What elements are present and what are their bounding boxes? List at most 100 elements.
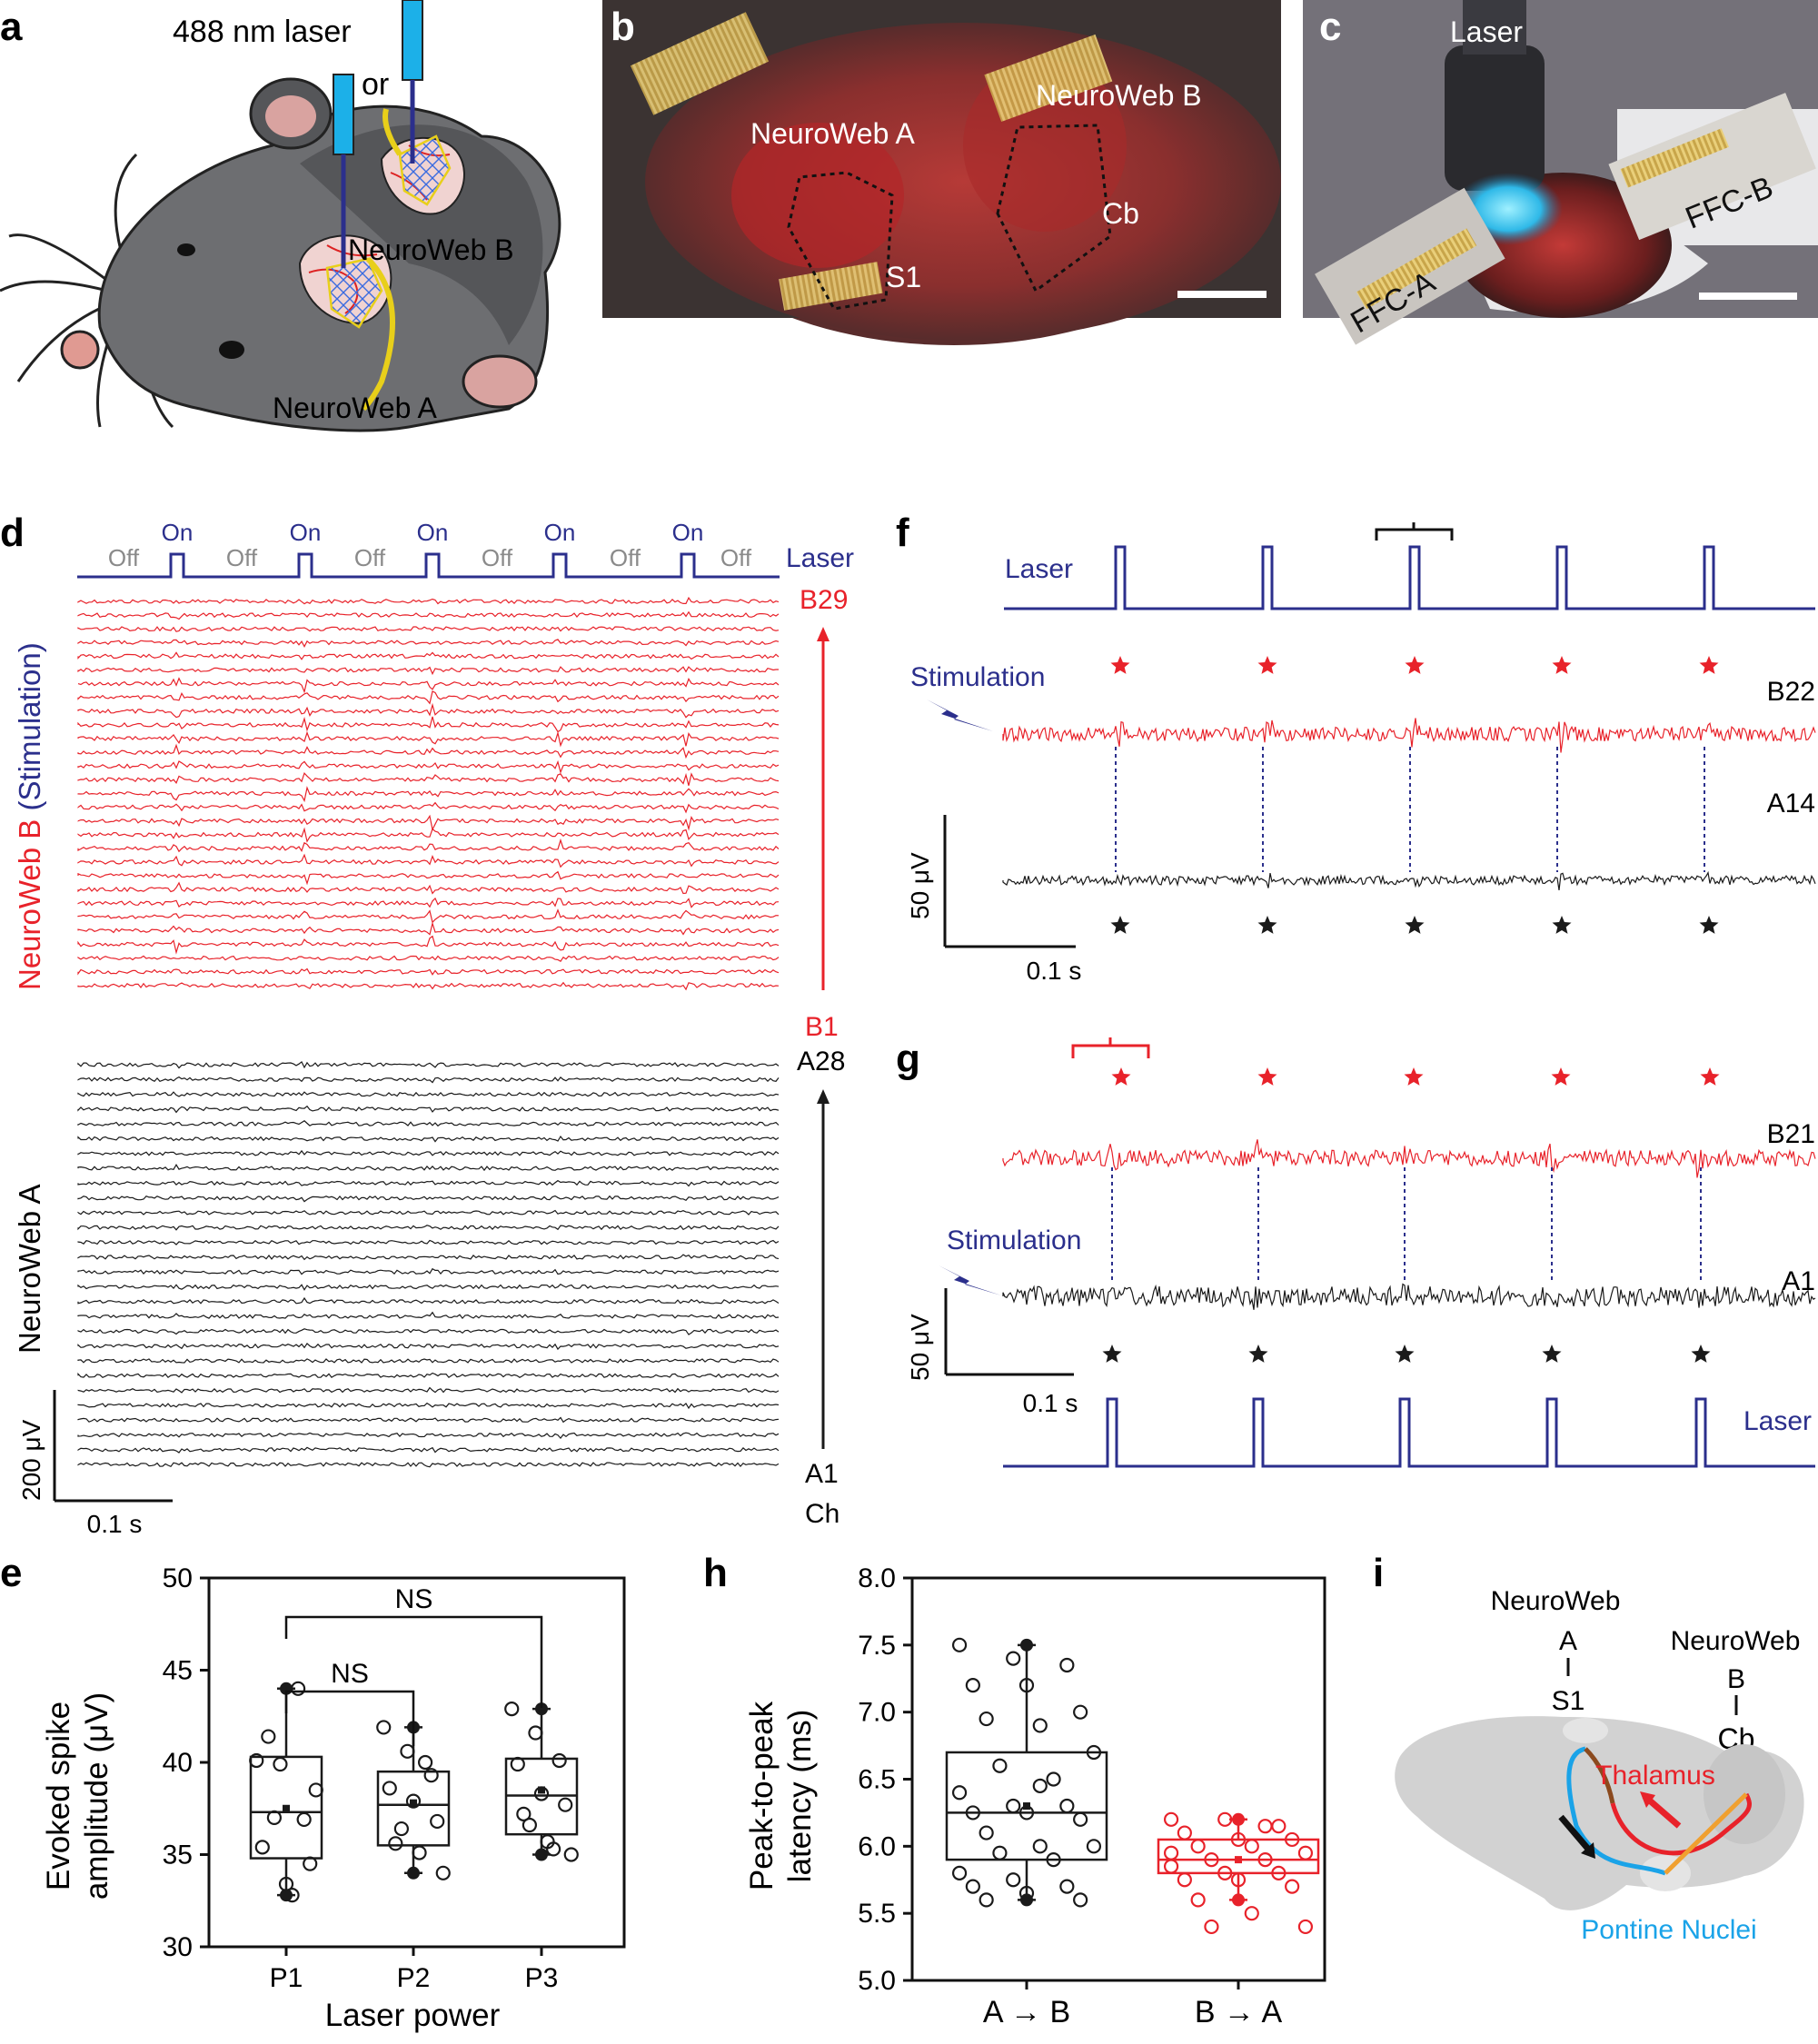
mouse-nose: [60, 330, 100, 370]
data-point: [1032, 1778, 1048, 1793]
data-point: [1073, 1892, 1088, 1908]
trace-b28: [77, 610, 780, 620]
mouse-ear-front: [462, 354, 538, 409]
box: [945, 1751, 1108, 1861]
data-point: [435, 1865, 451, 1880]
significance-label: NS: [331, 1659, 369, 1689]
on-label-1: On: [162, 519, 194, 546]
black-star-g-4: [1542, 1344, 1562, 1363]
channel-label-a28: A28: [797, 1047, 845, 1077]
trace-a23: [77, 1135, 780, 1143]
trace-b4: [77, 935, 780, 955]
cortex-bump: [1563, 1718, 1608, 1743]
x-tick-label: P2: [397, 1963, 431, 1993]
data-point: [376, 1720, 392, 1735]
data-point: [1046, 1771, 1061, 1787]
axes-frame: [910, 1576, 1326, 1982]
laser-fiber-b: [402, 0, 423, 81]
off-label-2: Off: [226, 544, 258, 571]
photo-label-s1: S1: [886, 261, 921, 293]
red-star-f-3: [1405, 656, 1425, 674]
panel-b: b NeuroWeb A NeuroWeb B S1 Cb: [602, 0, 1281, 345]
panel-label-c: c: [1319, 5, 1341, 49]
photo-label-cb: Cb: [1102, 197, 1139, 230]
data-point: [563, 1847, 579, 1862]
laser-pulse-line-d: [77, 552, 780, 579]
data-point: [992, 1845, 1008, 1860]
trace-b9: [77, 870, 780, 886]
stimulation-label-g: Stimulation: [947, 1225, 1081, 1255]
panel-g: g B21 A1 Stimulation 50 μV 0.1 s Laser: [896, 1037, 1816, 1468]
data-point: [979, 1892, 994, 1908]
webB-label-1: NeuroWeb: [1671, 1626, 1801, 1656]
scale-bar-d: [53, 1390, 173, 1503]
photo-label-laser: Laser: [1450, 15, 1523, 48]
neuroweb-a-label: NeuroWeb A: [273, 392, 438, 424]
webB-label-2: B: [1727, 1664, 1745, 1694]
data-point: [1217, 1811, 1233, 1827]
data-point: [1190, 1892, 1206, 1908]
scale-label-voltage-d: 200 μV: [17, 1419, 45, 1501]
xlabel-e: Laser power: [325, 1998, 501, 2033]
laser-pulse-line-g: [1003, 1397, 1815, 1468]
box: [376, 1770, 451, 1847]
panel-h: h 5.0 5.5 6.0 6.5 7.0 7.5 8.0 A → B B → A Peak-t…: [703, 1551, 1326, 2029]
min-point: [407, 1866, 420, 1880]
data-point: [546, 1841, 561, 1857]
data-point: [1297, 1845, 1314, 1860]
data-point: [1006, 1872, 1021, 1888]
data-point: [965, 1879, 980, 1894]
trace-b25: [77, 651, 780, 660]
trace-a13: [77, 1283, 780, 1291]
y-tick-label: 5.5: [858, 1899, 896, 1929]
trace-a12: [77, 1296, 780, 1305]
lightning-icon: [927, 700, 993, 731]
x-tick-label: A → B: [983, 1995, 1070, 2029]
x-tick-label: P3: [525, 1963, 559, 1993]
data-point: [1018, 1678, 1035, 1693]
channel-label-a1: A1: [805, 1459, 839, 1489]
y-tick-label: 35: [163, 1841, 193, 1870]
y-tick-label: 50: [163, 1563, 193, 1593]
laser-housing: [1445, 45, 1545, 191]
trace-b14: [77, 801, 780, 814]
data-point: [1217, 1865, 1233, 1880]
data-point: [979, 1711, 994, 1727]
trace-a10: [77, 1328, 780, 1335]
data-point: [1257, 1819, 1273, 1834]
data-point: [1230, 1872, 1247, 1888]
photo-label-neuroweb-a: NeuroWeb A: [750, 117, 916, 150]
trace-a21: [77, 1164, 780, 1172]
data-point: [273, 1756, 288, 1772]
trace-b8: [77, 881, 780, 895]
channel-label-b1: B1: [805, 1012, 839, 1042]
data-point: [1271, 1819, 1287, 1834]
data-point: [979, 1825, 994, 1841]
data-point: [388, 1836, 403, 1851]
on-label-5: On: [672, 519, 704, 546]
trace-b24: [77, 666, 779, 676]
data-point: [1006, 1651, 1021, 1666]
off-label-3: Off: [354, 544, 386, 571]
channel-label-a1-g: A1: [1782, 1266, 1815, 1296]
trace-a24: [77, 1120, 780, 1127]
data-point: [1086, 1839, 1102, 1854]
trace-a1: [77, 1462, 780, 1468]
trace-a27: [77, 1076, 780, 1084]
min-point: [535, 1848, 548, 1861]
scale-label-time-f: 0.1 s: [1027, 957, 1082, 985]
y-tick-label: 6.5: [858, 1765, 896, 1795]
data-point: [510, 1756, 525, 1772]
trace-a18: [77, 1209, 780, 1215]
scale-label-time-g: 0.1 s: [1023, 1389, 1078, 1417]
data-point: [418, 1754, 433, 1771]
data-point: [1204, 1919, 1219, 1935]
off-label-5: Off: [610, 544, 641, 571]
data-point: [284, 1888, 300, 1903]
ylabel-h-line1: Peak-to-peak: [744, 1701, 780, 1890]
data-point: [382, 1781, 397, 1796]
or-label: or: [362, 67, 389, 102]
trace-a14: [1002, 870, 1816, 890]
panel-label-h: h: [703, 1551, 728, 1595]
laser-label-d: Laser: [786, 543, 854, 573]
